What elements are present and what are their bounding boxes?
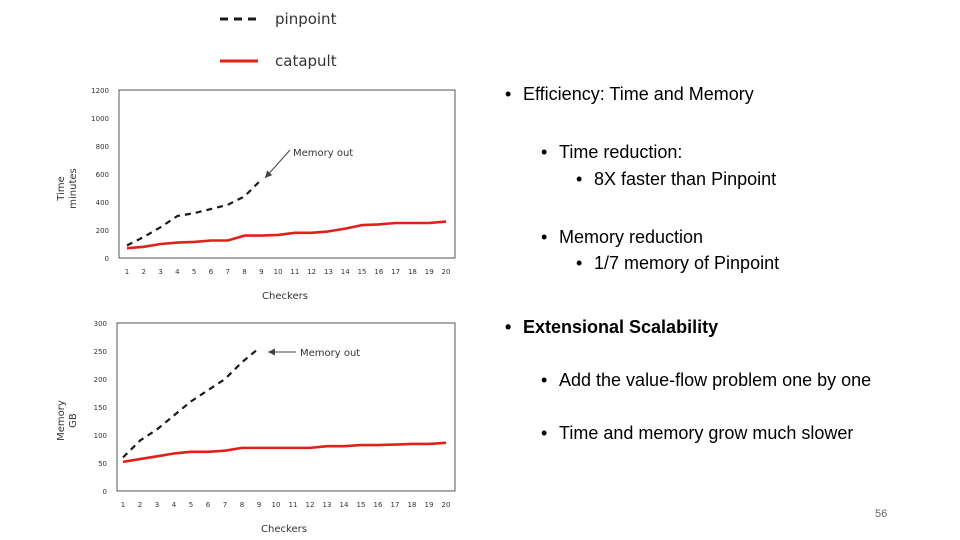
x-axis-label: Checkers — [262, 291, 308, 302]
series-line-catapult — [122, 441, 447, 464]
y-tick-label: 0 — [105, 255, 109, 263]
annotation-label: Memory out — [300, 348, 360, 359]
x-tick-label: 3 — [155, 501, 159, 509]
bullet-item: • Time and memory grow much slower — [541, 423, 854, 443]
bullet-text: Add the value-flow problem one by one — [559, 370, 872, 390]
x-tick-label: 17 — [391, 501, 400, 509]
bullet-item: • Efficiency: Time and Memory — [505, 84, 754, 104]
x-tick-label: 13 — [324, 268, 333, 276]
x-tick-label: 17 — [391, 268, 400, 276]
y-tick-label: 200 — [96, 227, 109, 235]
x-tick-label: 10 — [274, 268, 283, 276]
plot-frame — [116, 322, 456, 492]
x-tick-label: 16 — [374, 501, 383, 509]
legend-label-catapult: catapult — [275, 52, 337, 70]
x-tick-label: 15 — [358, 268, 367, 276]
x-tick-label: 3 — [158, 268, 162, 276]
x-tick-label: 14 — [341, 268, 350, 276]
x-tick-label: 2 — [138, 501, 142, 509]
x-tick-label: 18 — [408, 501, 417, 509]
bullet-item: • Add the value-flow problem one by one — [541, 370, 872, 390]
x-axis-label: Checkers — [261, 524, 307, 535]
x-tick-label: 6 — [209, 268, 214, 276]
bullet-text: Efficiency: Time and Memory — [523, 84, 754, 104]
x-tick-label: 19 — [425, 268, 434, 276]
x-tick-label: 5 — [189, 501, 193, 509]
x-tick-label: 15 — [357, 501, 366, 509]
x-tick-label: 9 — [259, 268, 263, 276]
annotation-arrowhead — [265, 170, 273, 178]
series-line-catapult — [126, 220, 447, 250]
y-axis-label: minutes — [68, 168, 79, 208]
x-tick-label: 14 — [340, 501, 349, 509]
plot-frame — [118, 89, 456, 259]
x-tick-label: 8 — [242, 268, 246, 276]
bullet-item: • Memory reduction — [541, 227, 704, 247]
x-tick-label: 1 — [125, 268, 129, 276]
y-tick-label: 100 — [94, 432, 107, 440]
bullet-text: Time reduction: — [559, 142, 683, 162]
series-line-pinpoint — [126, 178, 263, 247]
x-tick-label: 12 — [306, 501, 315, 509]
annotation-arrowhead — [268, 348, 275, 356]
page-number: 56 — [875, 508, 888, 520]
legend-label-pinpoint: pinpoint — [275, 10, 337, 28]
x-tick-label: 13 — [323, 501, 332, 509]
y-axis-label: Memory — [56, 400, 67, 441]
y-tick-label: 0 — [103, 488, 107, 496]
y-tick-label: 1200 — [91, 87, 109, 95]
bullet-text: 1/7 memory of Pinpoint — [594, 253, 780, 273]
y-tick-label: 150 — [94, 404, 107, 412]
x-tick-label: 6 — [206, 501, 211, 509]
y-tick-label: 200 — [94, 376, 107, 384]
x-tick-label: 20 — [442, 268, 451, 276]
y-tick-label: 50 — [98, 460, 107, 468]
x-tick-label: 16 — [374, 268, 383, 276]
y-tick-label: 600 — [96, 171, 109, 179]
y-tick-label: 250 — [94, 348, 107, 356]
x-tick-label: 12 — [307, 268, 316, 276]
x-tick-label: 10 — [272, 501, 281, 509]
x-tick-label: 4 — [172, 501, 177, 509]
x-tick-label: 5 — [192, 268, 196, 276]
x-tick-label: 8 — [240, 501, 244, 509]
bullet-item: • 1/7 memory of Pinpoint — [576, 253, 780, 273]
x-tick-label: 11 — [290, 268, 299, 276]
x-tick-label: 19 — [425, 501, 434, 509]
x-tick-label: 2 — [142, 268, 146, 276]
bullet-text: 8X faster than Pinpoint — [594, 169, 777, 189]
annotation-label: Memory out — [293, 148, 353, 159]
y-tick-label: 800 — [96, 143, 109, 151]
x-tick-label: 4 — [175, 268, 180, 276]
x-tick-label: 20 — [442, 501, 451, 509]
x-tick-label: 7 — [223, 501, 227, 509]
bullet-item: • 8X faster than Pinpoint — [576, 169, 777, 189]
y-tick-label: 400 — [96, 199, 109, 207]
bullet-item: • Extensional Scalability — [505, 317, 719, 337]
bullet-text: Extensional Scalability — [523, 317, 719, 337]
bullet-item: • Time reduction: — [541, 142, 683, 162]
x-tick-label: 9 — [257, 501, 261, 509]
bullet-text: Memory reduction — [559, 227, 704, 247]
y-axis-label: Time — [56, 176, 67, 201]
bullet-text: Time and memory grow much slower — [559, 423, 854, 443]
y-tick-label: 1000 — [91, 115, 109, 123]
x-tick-label: 7 — [226, 268, 230, 276]
x-tick-label: 11 — [289, 501, 298, 509]
x-tick-label: 1 — [121, 501, 125, 509]
y-tick-label: 300 — [94, 320, 107, 328]
series-line-pinpoint — [122, 347, 260, 459]
y-axis-label: GB — [68, 413, 79, 428]
x-tick-label: 18 — [408, 268, 417, 276]
